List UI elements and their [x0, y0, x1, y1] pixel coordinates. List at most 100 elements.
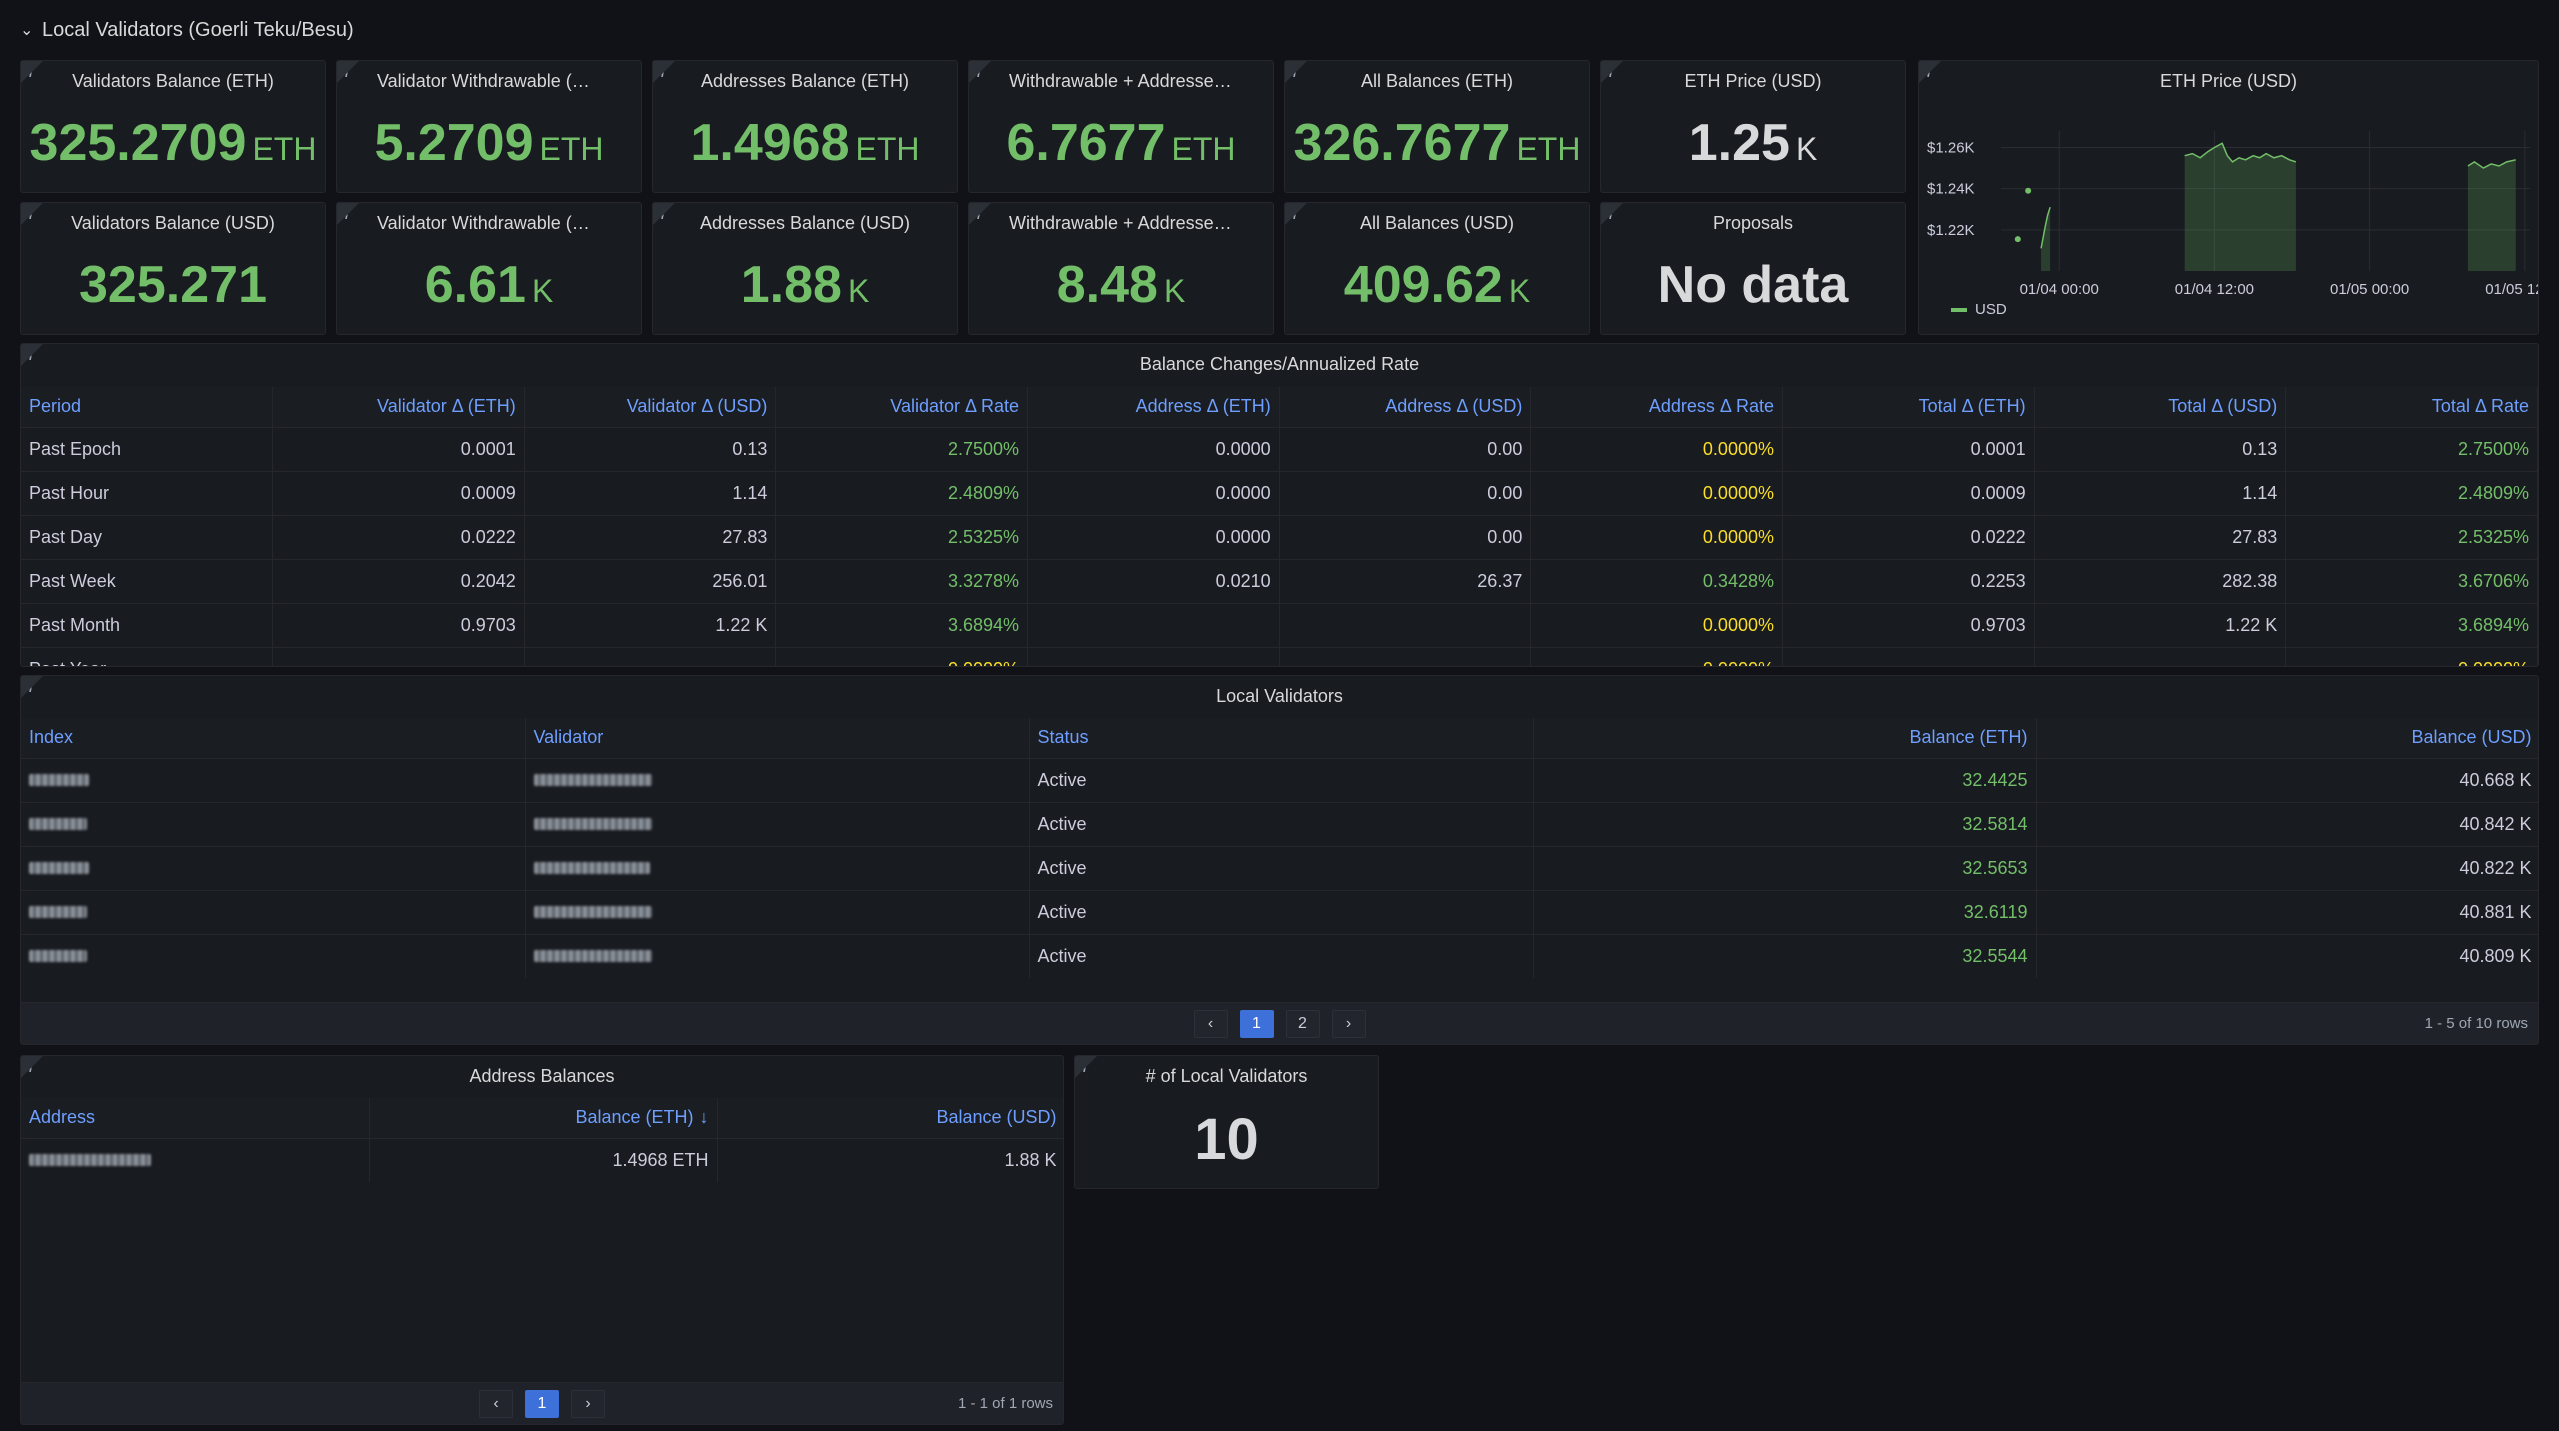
info-icon[interactable]: i: [21, 344, 57, 374]
validator-index-cell[interactable]: [21, 889, 526, 934]
info-icon[interactable]: i: [337, 203, 373, 233]
stat-title: Validators Balance (USD): [71, 213, 275, 233]
validator-pubkey-cell[interactable]: [525, 757, 1030, 802]
validator-index-cell[interactable]: [21, 757, 526, 802]
stat-panel[interactable]: i Validator Withdrawable (ETH) 5.2709 ETH: [336, 60, 642, 193]
stat-panel[interactable]: i All Balances (ETH) 326.7677 ETH: [1284, 60, 1590, 193]
stat-panel[interactable]: i Proposals No data: [1600, 202, 1906, 335]
info-icon[interactable]: i: [21, 676, 57, 706]
column-header[interactable]: Address Δ (ETH): [1027, 387, 1280, 427]
table-row: Past Month 0.9703 1.22 K 3.6894% 0.0000% 0.97…: [21, 602, 2538, 647]
row-header[interactable]: ⌄ Local Validators (Goerli Teku/Besu): [20, 14, 354, 46]
column-header[interactable]: Validator: [525, 718, 1030, 758]
table-cell: 0.2253: [1782, 558, 2035, 603]
rows-info: 1 - 1 of 1 rows: [957, 1395, 1053, 1412]
table-row: 1.4968 ETH 1.88 K: [21, 1137, 1063, 1182]
eth-price-chart-panel[interactable]: i ETH Price (USD) $1.26K $1.24K $1.22K 01/0…: [1918, 60, 2539, 335]
series-line[interactable]: [2184, 142, 2297, 163]
validator-index-cell[interactable]: [21, 933, 526, 978]
stat-panel[interactable]: i Withdrawable + Addresses (US… 8.48 K: [968, 202, 1274, 335]
price-chart[interactable]: $1.26K $1.24K $1.22K 01/04 00:00 01/04 12:00…: [1919, 61, 2539, 335]
stat-panel[interactable]: i All Balances (USD) 409.62 K: [1284, 202, 1590, 335]
validator-index-cell[interactable]: [21, 801, 526, 846]
prev-page-button[interactable]: ‹: [479, 1389, 513, 1418]
info-icon[interactable]: i: [1601, 61, 1637, 91]
validators-table: Index Validator Status Balance (ETH) Balance…: [21, 718, 2538, 978]
table-row: Active 32.4425 40.668 K: [21, 757, 2538, 802]
stat-panel[interactable]: i ETH Price (USD) 1.25 K: [1600, 60, 1906, 193]
balance-changes-panel[interactable]: i Balance Changes/Annualized Rate Period…: [20, 343, 2539, 667]
column-header[interactable]: Balance (USD): [2036, 718, 2538, 758]
stat-panel[interactable]: i Addresses Balance (USD) 1.88 K: [652, 202, 958, 335]
validator-pubkey-cell[interactable]: [525, 933, 1030, 978]
redacted-pubkey: [533, 773, 652, 786]
info-icon[interactable]: i: [337, 61, 373, 91]
stat-panel[interactable]: i Withdrawable + Addresses (ET… 6.7677 ETH: [968, 60, 1274, 193]
stat-title: Proposals: [1712, 213, 1794, 233]
column-header[interactable]: Address: [21, 1098, 370, 1138]
stat-panel[interactable]: i Validators Balance (ETH) 325.2709 ETH: [20, 60, 326, 193]
stat-panel[interactable]: i Validators Balance (USD) 325.271: [20, 202, 326, 335]
info-icon[interactable]: i: [21, 203, 57, 233]
info-icon[interactable]: i: [969, 203, 1005, 233]
page-button[interactable]: 1: [525, 1389, 559, 1418]
validator-pubkey-cell[interactable]: [525, 845, 1030, 890]
data-point[interactable]: [2014, 236, 2021, 243]
chart-legend[interactable]: USD: [1951, 301, 2007, 318]
info-icon[interactable]: i: [1285, 61, 1321, 91]
info-icon[interactable]: i: [21, 1056, 57, 1086]
validator-pubkey-cell[interactable]: [525, 801, 1030, 846]
next-page-button[interactable]: ›: [1331, 1009, 1366, 1038]
column-header[interactable]: Validator Δ Rate: [775, 387, 1029, 427]
address-cell[interactable]: [21, 1137, 370, 1182]
page-button[interactable]: 2: [1285, 1009, 1320, 1038]
info-icon[interactable]: i: [1919, 61, 1955, 91]
column-header[interactable]: Index: [21, 718, 526, 758]
chevron-down-icon[interactable]: ⌄: [20, 22, 34, 39]
table-cell: 0.0001: [272, 426, 525, 471]
info-icon[interactable]: i: [653, 203, 689, 233]
info-icon[interactable]: i: [653, 61, 689, 91]
info-icon[interactable]: i: [969, 61, 1005, 91]
address-table: Address Balance (ETH) ↓ Balance (USD) 1.496…: [21, 1098, 1063, 1182]
table-cell: 0.0000: [1027, 426, 1280, 471]
column-header[interactable]: Total Δ (ETH): [1782, 387, 2035, 427]
prev-page-button[interactable]: ‹: [1193, 1009, 1228, 1038]
column-header[interactable]: Address Δ Rate: [1530, 387, 1783, 427]
column-header[interactable]: Status: [1029, 718, 1534, 758]
page-button[interactable]: 1: [1239, 1009, 1274, 1038]
stat-value-wrap: 409.62 K: [1285, 255, 1589, 315]
column-header[interactable]: Period: [21, 387, 274, 427]
column-header[interactable]: Balance (ETH): [1533, 718, 2037, 758]
column-header[interactable]: Balance (USD): [717, 1098, 1063, 1138]
stat-panel[interactable]: i Validator Withdrawable (USD) 6.61 K: [336, 202, 642, 335]
series-line[interactable]: [2040, 206, 2051, 249]
pagination: ‹ 1 ›: [21, 1382, 1063, 1424]
info-icon[interactable]: i: [1075, 1056, 1111, 1086]
address-balances-panel[interactable]: i Address Balances Address Balance (ETH) ↓…: [20, 1055, 1064, 1425]
series-line[interactable]: [2467, 159, 2516, 169]
column-header[interactable]: Total Δ (USD): [2034, 387, 2287, 427]
stat-panel[interactable]: i Addresses Balance (ETH) 1.4968 ETH: [652, 60, 958, 193]
column-header[interactable]: Address Δ (USD): [1279, 387, 1532, 427]
validator-index-cell[interactable]: [21, 845, 526, 890]
validator-pubkey-cell[interactable]: [525, 889, 1030, 934]
next-page-button[interactable]: ›: [571, 1389, 605, 1418]
column-header[interactable]: Validator Δ (USD): [524, 387, 777, 427]
table-cell: 0.00: [1279, 470, 1532, 515]
stat-unit: K: [1163, 273, 1186, 309]
table-cell: 1.14: [2034, 470, 2287, 515]
table-cell: 0.9703: [272, 602, 525, 647]
column-header[interactable]: Total Δ Rate: [2285, 387, 2538, 427]
info-icon[interactable]: i: [21, 61, 57, 91]
info-icon[interactable]: i: [1285, 203, 1321, 233]
local-validators-panel[interactable]: i Local Validators Index Validator Status B…: [20, 675, 2539, 1045]
column-header[interactable]: Validator Δ (ETH): [272, 387, 525, 427]
stat-title: ETH Price (USD): [1684, 71, 1822, 91]
stat-value: 5.2709: [374, 114, 534, 172]
column-header[interactable]: Balance (ETH) ↓: [369, 1098, 718, 1138]
data-point[interactable]: [2025, 187, 2032, 194]
stat-value-wrap: 325.2709 ETH: [21, 113, 325, 173]
info-icon[interactable]: i: [1601, 203, 1637, 233]
validator-count-panel[interactable]: i # of Local Validators 10: [1074, 1055, 1379, 1189]
